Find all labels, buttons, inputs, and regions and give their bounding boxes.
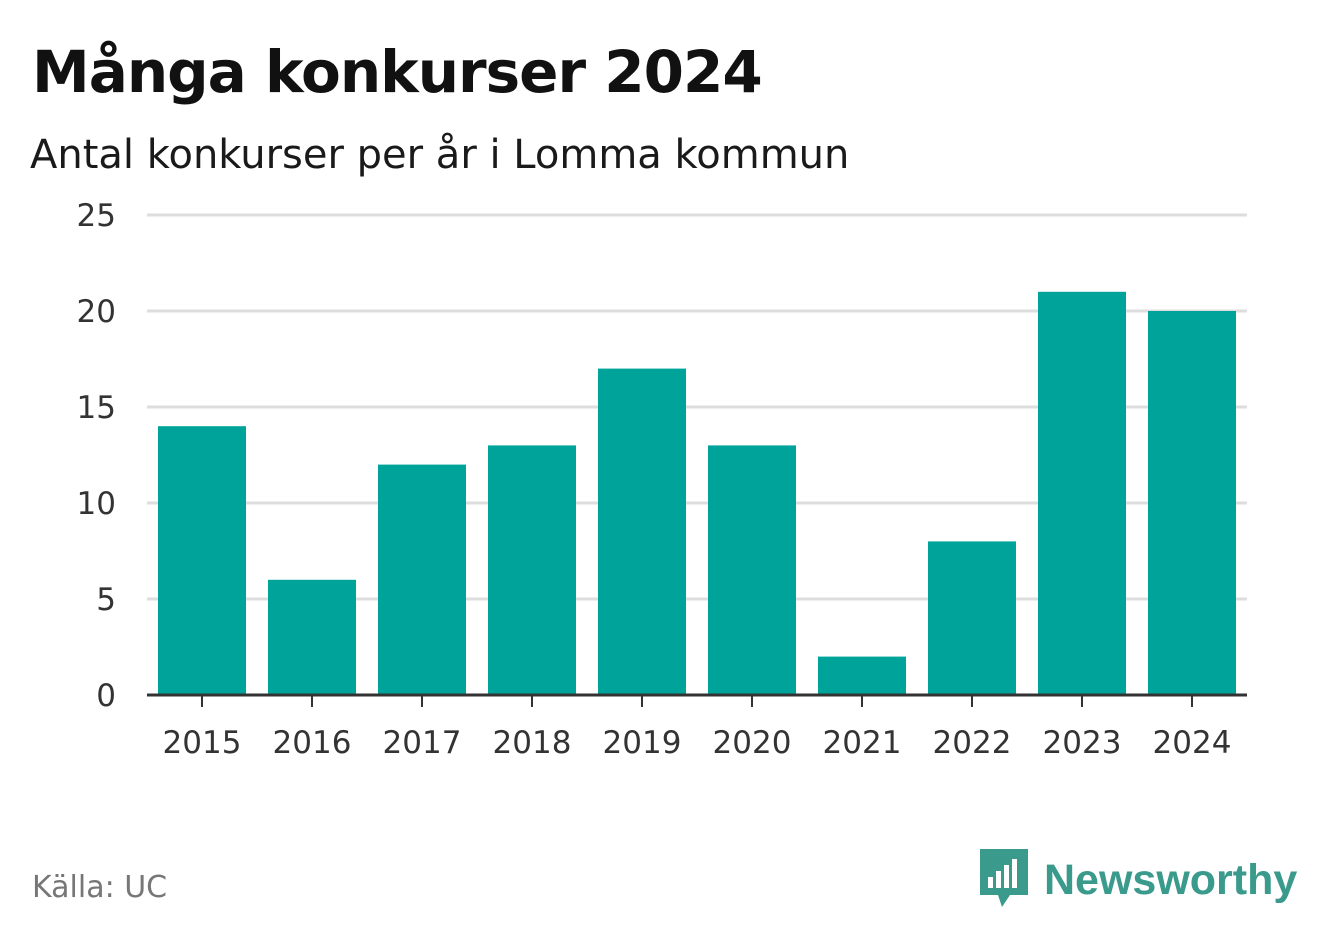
bar-2017 [378,464,466,695]
bar-2023 [1038,291,1126,695]
x-tick-label: 2023 [1043,725,1122,761]
y-tick-label: 5 [96,582,116,618]
bar-2020 [708,445,796,695]
x-tick-label: 2016 [273,725,352,761]
x-tick-label: 2015 [163,725,242,761]
bar-2021 [818,656,906,695]
x-tick-label: 2021 [823,725,902,761]
bars [158,291,1236,695]
y-tick-label: 15 [77,390,116,426]
x-tick-label: 2017 [383,725,462,761]
brand-name: Newsworthy [1044,855,1298,904]
chart-title: Många konkurser 2024 [32,38,763,106]
x-tick-label: 2018 [493,725,572,761]
x-axis: 2015 2016 2017 2018 2019 2020 2021 2022 2023 2024 [147,693,1247,761]
newsworthy-logo-icon [980,849,1028,907]
y-tick-label: 10 [77,486,116,522]
x-tick-label: 2020 [713,725,792,761]
bar-2024 [1148,311,1236,695]
y-tick-label: 25 [77,198,116,234]
y-tick-label: 20 [77,294,116,330]
bar-2019 [598,368,686,695]
brand-logo: Newsworthy [980,848,1297,912]
bar-2018 [488,445,576,695]
chart-subtitle: Antal konkurser per år i Lomma kommun [30,132,850,178]
x-tick-label: 2022 [933,725,1012,761]
bar-2016 [268,579,356,695]
x-tick-label: 2019 [603,725,682,761]
x-tick-label: 2024 [1153,725,1232,761]
bar-2015 [158,426,246,695]
source-note: Källa: UC [32,870,168,905]
y-tick-label: 0 [96,678,116,714]
bar-2022 [928,541,1016,695]
